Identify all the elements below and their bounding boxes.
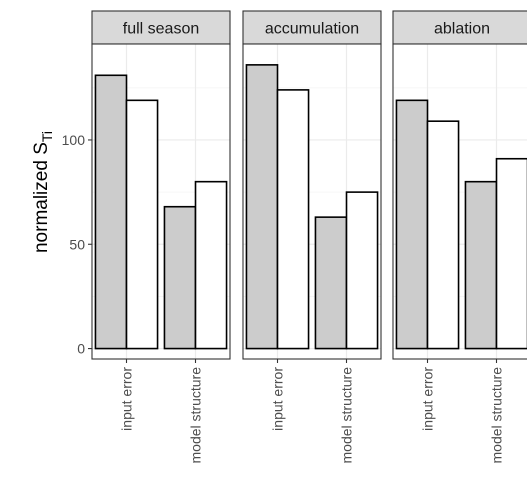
bar (314, 216, 348, 350)
bar (395, 99, 429, 350)
y-tick-label: 100 (62, 132, 86, 148)
facet-strip-label: full season (123, 21, 200, 38)
y-tick-label: 50 (69, 236, 85, 252)
y-axis-title: normalized STi (31, 131, 55, 253)
bar (163, 205, 197, 350)
facet-strip-label: ablation (434, 21, 490, 38)
panel-border (392, 43, 527, 360)
bar (495, 157, 527, 350)
panel-border (91, 43, 231, 360)
bar (245, 64, 279, 350)
facet-strip-label: accumulation (265, 21, 359, 38)
bar (194, 180, 228, 350)
bar (345, 191, 379, 350)
bar (94, 74, 128, 350)
x-tick-label: input error (270, 367, 286, 431)
facet-panel: accumulation input error model structure (242, 10, 382, 464)
facet-strip (392, 10, 527, 45)
x-tick-label: model structure (339, 367, 355, 464)
bar (464, 180, 498, 350)
panel-border (242, 43, 382, 360)
y-tick-label: 0 (77, 341, 85, 357)
x-tick-label: input error (420, 367, 436, 431)
facet-panel: full season input error model structure (91, 10, 231, 464)
x-tick-label: model structure (489, 367, 505, 464)
bar (426, 120, 460, 350)
x-tick-label: model structure (188, 367, 204, 464)
facet-panel: ablation input error model structure (392, 10, 527, 464)
bar (125, 99, 159, 350)
facet-strip (91, 10, 231, 45)
bar (276, 89, 310, 350)
x-tick-label: input error (119, 367, 135, 431)
